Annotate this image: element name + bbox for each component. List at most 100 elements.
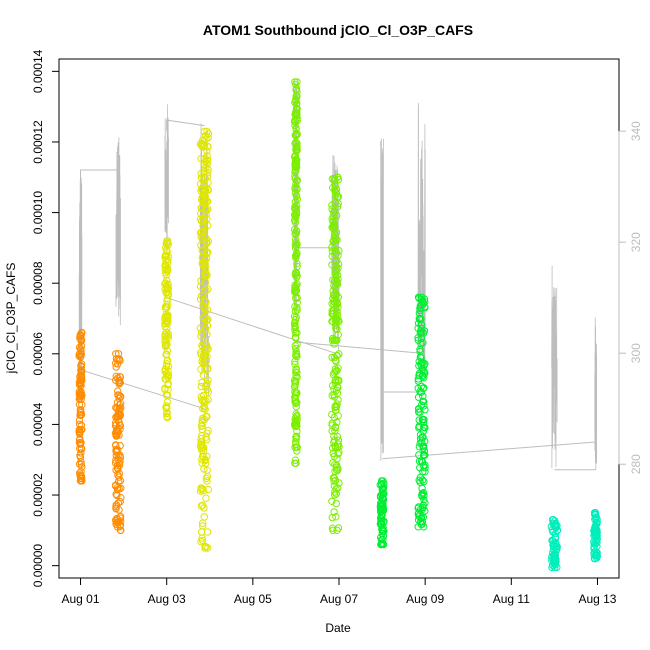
data-point <box>77 445 86 453</box>
data-point <box>292 143 300 151</box>
data-point <box>203 477 211 485</box>
data-point <box>116 498 124 506</box>
data-point <box>334 260 343 268</box>
data-point <box>76 435 84 443</box>
data-point <box>330 207 339 216</box>
data-point <box>334 175 343 184</box>
data-point <box>378 525 386 533</box>
data-point <box>204 364 212 372</box>
data-point <box>164 373 172 381</box>
data-point <box>290 319 299 327</box>
data-point <box>551 561 560 569</box>
data-point <box>196 487 205 495</box>
data-point <box>199 397 207 405</box>
data-point <box>416 302 424 310</box>
data-point <box>292 368 300 376</box>
data-point <box>292 345 300 353</box>
data-point <box>199 414 207 422</box>
y2-tick-label: 320 <box>629 232 643 252</box>
secondary-line-segment <box>295 341 422 354</box>
data-point <box>330 452 338 460</box>
data-point <box>202 210 210 218</box>
data-point <box>162 328 171 336</box>
data-point <box>199 447 208 455</box>
data-point <box>292 180 300 188</box>
data-point <box>204 315 212 323</box>
data-point <box>414 377 423 385</box>
data-point <box>198 418 206 427</box>
data-point <box>333 383 341 391</box>
data-point <box>163 356 172 365</box>
data-point <box>112 413 120 421</box>
data-point <box>164 239 172 247</box>
data-point <box>329 287 337 295</box>
data-point <box>291 388 299 396</box>
data-point <box>117 404 125 412</box>
data-point <box>75 400 84 409</box>
data-point <box>116 373 125 381</box>
data-point <box>161 303 170 311</box>
data-point <box>202 135 210 143</box>
data-point <box>549 548 557 557</box>
data-point <box>77 426 85 434</box>
y2-tick-label: 300 <box>629 343 643 363</box>
data-point <box>377 515 386 523</box>
data-point <box>421 499 429 507</box>
data-point <box>164 330 173 338</box>
data-point <box>334 412 342 420</box>
data-point <box>292 459 300 467</box>
data-point <box>112 431 120 440</box>
data-point <box>204 426 212 435</box>
data-point <box>291 417 300 425</box>
data-point <box>197 440 205 448</box>
secondary-line-segment <box>80 369 205 410</box>
y-axis: 0.00000 0.00002 0.00004 0.00006 0.00008 0.000… <box>31 49 60 587</box>
data-point <box>204 376 212 384</box>
x-tick-label: Aug 07 <box>320 592 358 606</box>
data-point <box>590 527 599 535</box>
data-point <box>330 432 338 440</box>
x-tick-label: Aug 13 <box>578 592 616 606</box>
data-point <box>113 404 121 413</box>
data-point <box>197 434 205 443</box>
data-point <box>112 441 120 449</box>
data-point <box>199 227 208 236</box>
data-point <box>203 172 212 181</box>
data-point <box>161 320 169 328</box>
data-point <box>201 132 210 140</box>
data-point <box>291 360 299 368</box>
x-tick-label: Aug 01 <box>62 592 100 606</box>
data-point <box>202 494 210 502</box>
data-point <box>203 160 212 168</box>
x-axis-label: Date <box>325 621 351 635</box>
data-point <box>77 345 85 353</box>
data-point <box>418 484 426 493</box>
data-point <box>200 215 208 223</box>
data-point <box>549 516 557 524</box>
data-point <box>292 435 300 443</box>
y-axis-label: jClO_Cl_O3P_CAFS <box>4 263 18 375</box>
data-point <box>202 287 210 295</box>
data-point <box>333 325 341 333</box>
data-point <box>292 403 300 411</box>
data-point <box>418 476 427 484</box>
data-point <box>292 104 301 113</box>
data-point <box>201 174 210 183</box>
data-point <box>419 489 428 497</box>
data-point <box>419 427 428 435</box>
data-point <box>196 215 205 223</box>
data-point <box>328 243 336 252</box>
data-point <box>196 282 205 291</box>
data-point <box>293 99 301 108</box>
data-point <box>199 391 208 400</box>
data-point <box>201 364 209 372</box>
data-point <box>593 520 601 528</box>
data-point <box>333 432 342 441</box>
data-point <box>198 142 206 151</box>
data-point <box>200 258 208 266</box>
data-point <box>293 114 301 122</box>
data-point <box>379 535 387 543</box>
data-point <box>416 439 424 447</box>
data-point <box>204 221 212 230</box>
data-point <box>199 371 208 379</box>
